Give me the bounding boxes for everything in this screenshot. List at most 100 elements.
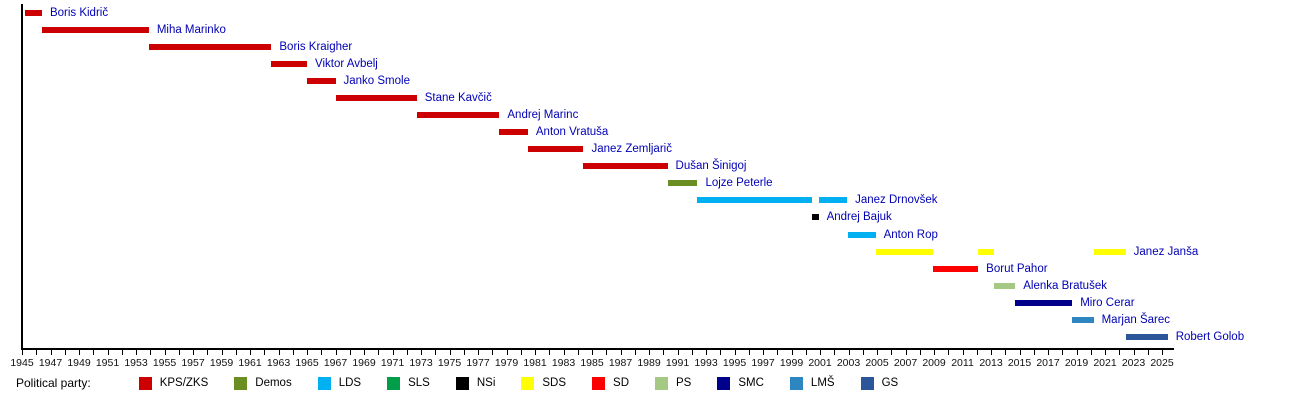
- legend-label: LMŠ: [810, 377, 835, 389]
- axis-tick: [36, 350, 38, 355]
- term-bar: [993, 282, 1016, 289]
- axis-tick: [164, 350, 166, 355]
- axis-tick: [1019, 350, 1021, 355]
- axis-tick: [364, 350, 365, 355]
- axis-tick-label: 1981: [523, 357, 547, 369]
- legend-label: SLS: [408, 377, 430, 389]
- term-bar: [1015, 299, 1073, 306]
- axis-tick-label: 1965: [295, 357, 319, 369]
- axis-tick: [592, 350, 593, 355]
- axis-tick: [805, 350, 807, 355]
- legend-label: SDS: [542, 377, 567, 389]
- axis-tick: [734, 350, 736, 355]
- axis-tick-label: 2017: [1036, 357, 1060, 369]
- legend-item-lds: LDS: [317, 376, 361, 390]
- axis-tick: [406, 350, 408, 355]
- axis-tick: [1162, 350, 1163, 355]
- axis-tick: [478, 350, 479, 355]
- axis-tick-label: 2007: [893, 357, 918, 369]
- axis-tick: [1090, 350, 1092, 355]
- legend-item-ps: PS: [655, 376, 692, 390]
- axis-tick: [720, 350, 722, 355]
- term-bar: [41, 26, 149, 33]
- axis-tick-label: 1985: [580, 357, 604, 369]
- axis-tick-label: 1969: [352, 357, 376, 369]
- axis-tick-label: 2013: [979, 357, 1003, 369]
- axis-tick-label: 1955: [152, 357, 177, 369]
- legend-swatch-lds: [317, 376, 331, 390]
- term-bar: [667, 180, 698, 187]
- axis-tick-label: 1945: [10, 357, 34, 369]
- axis-tick-label: 2011: [951, 357, 974, 369]
- axis-tick: [1147, 350, 1149, 355]
- person-label: Anton Vratuša: [535, 126, 609, 139]
- person-label: Dušan Šinigoj: [675, 160, 747, 173]
- axis-tick: [535, 350, 536, 355]
- axis-tick: [50, 350, 52, 355]
- legend-item-kps: KPS/ZKS: [138, 376, 208, 390]
- axis-tick: [492, 350, 494, 355]
- axis-tick: [392, 350, 394, 355]
- axis-tick-label: 1991: [665, 357, 690, 369]
- axis-tick: [121, 350, 123, 355]
- axis-tick: [649, 350, 650, 355]
- axis-tick: [577, 350, 579, 355]
- axis-tick: [435, 350, 437, 355]
- axis-tick: [934, 350, 935, 355]
- term-bar: [1125, 334, 1168, 341]
- legend-swatch-demos: [234, 376, 248, 390]
- axis-tick-label: 1957: [181, 357, 205, 369]
- axis-tick: [79, 350, 80, 355]
- legend-swatch-gs: [860, 376, 874, 390]
- axis-tick: [919, 350, 921, 355]
- legend-label: PS: [676, 377, 692, 389]
- axis-tick: [506, 350, 508, 355]
- person-label: Anton Rop: [883, 228, 938, 241]
- axis-tick: [150, 350, 152, 355]
- legend-item-demos: Demos: [234, 376, 292, 390]
- term-bar: [697, 197, 813, 204]
- axis-tick: [449, 350, 451, 355]
- axis-tick: [463, 350, 465, 355]
- axis-tick: [677, 350, 679, 355]
- legend-item-sls: SLS: [387, 376, 430, 390]
- axis-tick-label: 1977: [466, 357, 490, 369]
- term-bar: [932, 265, 979, 272]
- axis-tick-label: 2023: [1121, 357, 1146, 369]
- axis-tick: [763, 350, 764, 355]
- person-label: Miro Cerar: [1080, 296, 1135, 309]
- axis-tick: [606, 350, 608, 355]
- legend-item-sd: SD: [592, 376, 629, 390]
- axis-tick: [976, 350, 978, 355]
- axis-tick-label: 1993: [694, 357, 718, 369]
- x-axis-line: [22, 348, 1174, 350]
- term-bar: [847, 231, 876, 238]
- legend-item-gs: GS: [860, 376, 898, 390]
- axis-tick: [620, 350, 622, 355]
- axis-tick-label: 1949: [67, 357, 91, 369]
- term-bar: [148, 43, 272, 50]
- person-label: Janez Zemljarič: [591, 143, 672, 156]
- term-bar: [583, 163, 668, 170]
- legend-swatch-sds: [521, 376, 535, 390]
- axis-tick: [107, 350, 109, 355]
- person-label: Boris Kraigher: [279, 40, 353, 53]
- axis-tick-label: 1999: [779, 357, 804, 369]
- legend-label: NSi: [476, 377, 496, 389]
- axis-tick: [292, 350, 294, 355]
- term-bar: [307, 77, 336, 84]
- person-label: Miha Marinko: [156, 23, 226, 36]
- axis-tick: [421, 350, 422, 355]
- person-label: Stane Kavčič: [424, 91, 492, 104]
- term-bar: [499, 129, 528, 136]
- axis-tick: [307, 350, 308, 355]
- axis-tick: [93, 350, 95, 355]
- axis-tick-label: 1961: [238, 357, 262, 369]
- axis-tick-label: 1953: [124, 357, 148, 369]
- term-bar: [978, 248, 994, 255]
- axis-tick-label: 1983: [551, 357, 576, 369]
- axis-tick-label: 2001: [808, 357, 832, 369]
- legend-item-lms: LMŠ: [789, 376, 835, 390]
- term-bar: [812, 214, 819, 221]
- axis-tick: [834, 350, 836, 355]
